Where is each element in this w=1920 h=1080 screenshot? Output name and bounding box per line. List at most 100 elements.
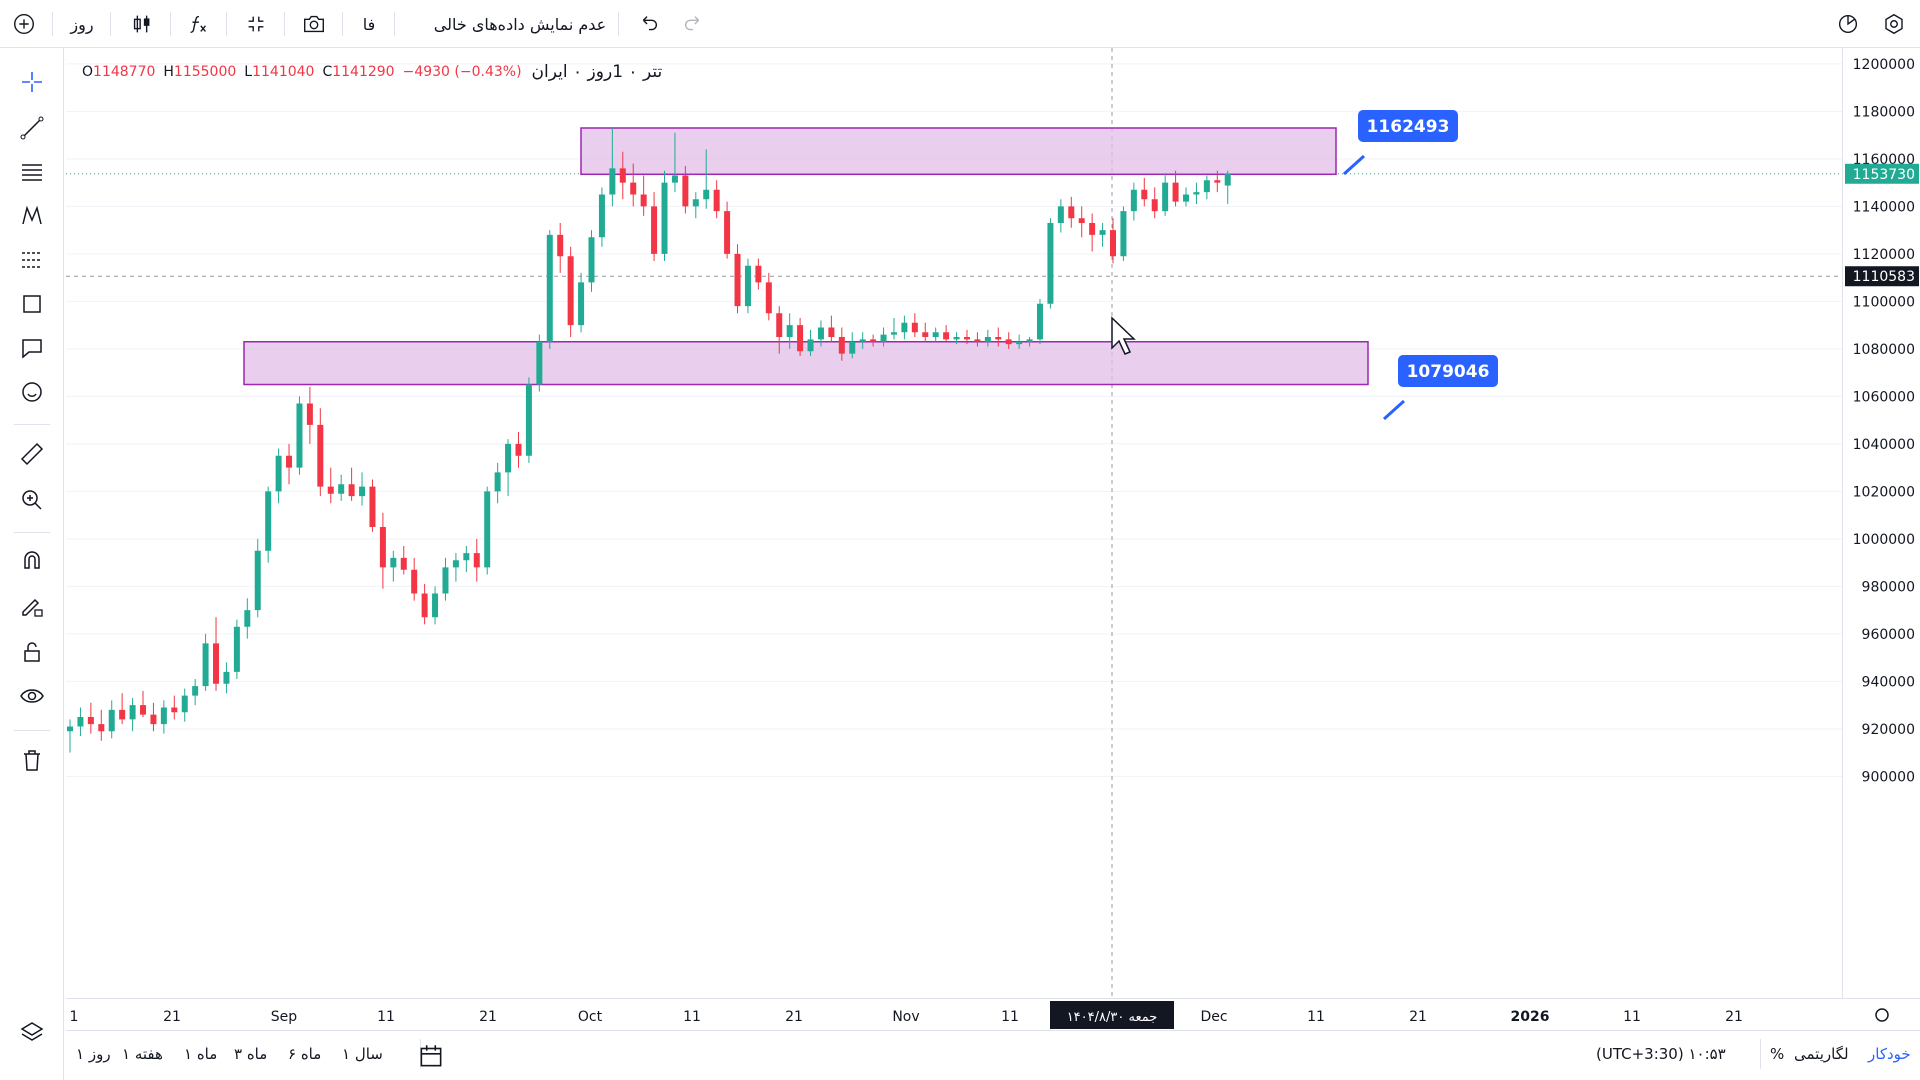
pattern-icon	[22, 205, 42, 225]
crosshair-date-label: جمعه ۱۴۰۴/۸/۳۰	[1067, 1010, 1158, 1025]
time-tick-label: 11	[1623, 1009, 1641, 1025]
candle-up	[442, 567, 449, 594]
crosshair-tool[interactable]	[14, 64, 50, 100]
candle-down	[1151, 199, 1158, 212]
candle-up	[1057, 206, 1064, 223]
open-label: O	[82, 64, 94, 80]
lower-zone-price-callout: 1079046	[1407, 362, 1490, 382]
candle-up	[67, 726, 73, 732]
horizontal-lines-icon	[22, 164, 42, 181]
callout-box	[1358, 110, 1458, 142]
settings-button[interactable]	[1876, 6, 1912, 42]
lock-drawing-tool[interactable]	[14, 588, 50, 624]
candle-up	[265, 491, 272, 551]
language-button[interactable]: فا	[362, 14, 376, 34]
remove-drawings-tool[interactable]	[14, 742, 50, 778]
range-3m[interactable]: ۳ ماه	[234, 1045, 268, 1063]
candle-up	[525, 384, 532, 456]
candle-up	[181, 695, 188, 713]
range-1y[interactable]: ۱ سال	[342, 1045, 383, 1063]
price-tick-label: 1120000	[1853, 247, 1915, 263]
auto-toggle[interactable]: خودکار	[1868, 1045, 1911, 1063]
candle-down	[171, 707, 178, 713]
icon-tool[interactable]	[14, 374, 50, 410]
fib-tool[interactable]	[14, 154, 50, 190]
candle-up	[609, 168, 616, 195]
candle-up	[202, 643, 209, 687]
pencil-lock-icon	[22, 598, 43, 617]
upper-zone-price-callout: 1162493	[1367, 117, 1450, 137]
candle-down	[286, 455, 293, 468]
lock-all-tool[interactable]	[14, 634, 50, 670]
interval-button[interactable]: روز	[70, 14, 94, 34]
time-tick-label: 11	[377, 1009, 395, 1025]
trendline-tool[interactable]	[14, 110, 50, 146]
zoom-tool[interactable]	[14, 482, 50, 518]
range-6m[interactable]: ۶ ماه	[288, 1045, 322, 1063]
candle-down	[765, 282, 772, 314]
log-toggle[interactable]: لگاریتمی	[1794, 1045, 1849, 1063]
undo-button[interactable]	[630, 6, 666, 42]
bottom-toolbar: ۱ روز ۱ هفته ۱ ماه ۳ ماه ۶ ماه ۱ سال (UT…	[66, 1030, 1920, 1080]
crosshair-icon	[22, 72, 42, 92]
range-1d[interactable]: ۱ روز	[76, 1045, 111, 1063]
price-axis[interactable]: 1200000 1180000 1160000 1140000 1120000 11000…	[1842, 48, 1920, 998]
candle-down	[150, 714, 157, 725]
screenshot-button[interactable]	[296, 6, 332, 42]
symbol-title[interactable]: تتر ۰ 1روز ۰ ایران	[531, 62, 663, 82]
candle-up	[338, 484, 345, 494]
high-label: H	[163, 64, 174, 80]
indicators-button[interactable]	[180, 6, 216, 42]
candle-up	[932, 332, 939, 337]
candle-up	[744, 265, 751, 307]
time-tick-label: 1	[70, 1009, 79, 1025]
price-tick-label: 920000	[1862, 722, 1915, 738]
candle-down	[1005, 339, 1012, 345]
candle-up	[984, 337, 991, 342]
candle-down	[682, 175, 689, 207]
theme-button[interactable]	[1830, 6, 1866, 42]
calendar-icon	[420, 1045, 442, 1067]
go-to-date-button[interactable]	[416, 1041, 446, 1071]
candle-down	[619, 168, 626, 183]
pattern-tool[interactable]	[14, 198, 50, 234]
range-1m[interactable]: ۱ ماه	[184, 1045, 218, 1063]
candle-down	[963, 337, 970, 340]
redo-button[interactable]	[676, 6, 712, 42]
visibility-tool[interactable]	[14, 678, 50, 714]
magnet-tool[interactable]	[14, 542, 50, 578]
callout-icon	[22, 339, 42, 359]
shapes-tool[interactable]	[14, 286, 50, 322]
percent-toggle[interactable]: %	[1770, 1045, 1785, 1063]
candle-up	[953, 337, 960, 340]
fullscreen-button[interactable]	[238, 6, 274, 42]
smiley-icon	[22, 382, 42, 402]
plus-circle-icon	[14, 14, 34, 34]
measure-tool[interactable]	[14, 436, 50, 472]
timezone-button[interactable]: (UTC+3:30) ۱۰:۵۳	[1596, 1045, 1726, 1063]
toolbar-divider	[14, 532, 50, 533]
time-axis[interactable]: 1 21 Sep 11 21 Oct 11 21 Nov 11 Dec 11 21 2026 11 21 جمع…	[66, 998, 1920, 1030]
callout-pointer	[1382, 399, 1406, 421]
crosshair-price-label: 1110583	[1853, 269, 1915, 285]
range-1w[interactable]: ۱ هفته	[122, 1045, 163, 1063]
rectangle-icon	[23, 295, 41, 313]
empty-data-toggle[interactable]: عدم نمایش داده‌های خالی	[433, 14, 607, 34]
object-tree-tool[interactable]	[14, 1014, 50, 1050]
time-tick-label: 2026	[1511, 1009, 1550, 1025]
add-symbol-button[interactable]	[6, 6, 42, 42]
forecast-tool[interactable]	[14, 242, 50, 278]
candle-up	[588, 237, 595, 283]
annotation-tool[interactable]	[14, 330, 50, 366]
chart-pane[interactable]: 1162493 1079046 تتر ۰ 1روز ۰ ایران O11487…	[66, 48, 1842, 998]
candle-up	[494, 472, 501, 492]
candle-up	[390, 557, 397, 568]
high-value: H1155000	[163, 64, 237, 80]
callout-pointer	[1342, 154, 1366, 176]
price-tick-label: 1000000	[1853, 532, 1915, 548]
price-tick-label: 980000	[1862, 579, 1915, 595]
chart-type-button[interactable]	[124, 6, 160, 42]
candle-down	[870, 339, 877, 342]
candlestick-chart[interactable]: 1162493 1079046	[66, 48, 1842, 998]
time-tick-label: Oct	[578, 1009, 603, 1025]
